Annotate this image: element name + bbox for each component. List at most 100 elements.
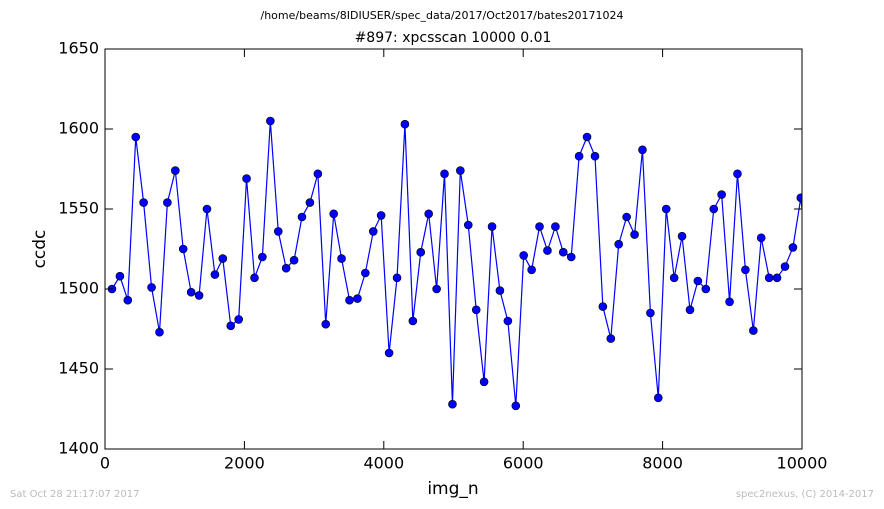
data-point: [487, 222, 497, 231]
data-point: [733, 169, 742, 179]
y-tick-label: 1600: [58, 119, 99, 138]
data-point: [281, 263, 291, 273]
data-point: [368, 227, 378, 236]
x-tick-label: 2000: [224, 454, 265, 473]
data-point: [345, 295, 354, 305]
data-point: [242, 174, 251, 183]
axes-frame: [104, 48, 803, 450]
data-point: [186, 287, 196, 297]
footer-left: Sat Oct 28 21:17:07 2017: [10, 489, 140, 500]
data-point: [384, 348, 394, 358]
chart-title: #897: xpcsscan 10000 0.01: [355, 30, 552, 46]
data-point: [646, 308, 655, 318]
data-point: [582, 132, 592, 142]
data-point: [115, 271, 125, 281]
data-point: [194, 291, 204, 300]
data-point: [756, 233, 766, 243]
x-axis-label: img_n: [427, 479, 478, 499]
data-point: [202, 204, 212, 214]
data-point: [416, 247, 426, 257]
data-point: [266, 116, 275, 126]
data-point: [638, 145, 647, 155]
data-point: [677, 231, 687, 241]
footer-right: spec2nexus, (C) 2014-2017: [736, 489, 874, 500]
x-tick-label: 6000: [503, 454, 544, 473]
data-point: [329, 209, 338, 219]
data-point: [250, 273, 259, 283]
data-point: [218, 254, 228, 263]
data-point: [661, 204, 671, 214]
data-point: [361, 268, 370, 278]
data-point: [424, 209, 433, 219]
data-point: [764, 273, 774, 283]
data-point: [448, 399, 457, 409]
data-point: [155, 327, 164, 337]
data-point: [725, 297, 734, 307]
data-point: [440, 169, 449, 179]
data-point: [772, 273, 782, 283]
data-point: [741, 265, 750, 275]
data-point: [749, 326, 758, 335]
data-point: [519, 251, 528, 260]
data-point: [614, 239, 623, 249]
data-point: [305, 198, 315, 207]
data-point: [139, 198, 148, 207]
data-point: [432, 284, 441, 294]
data-point: [535, 222, 544, 231]
data-point: [163, 198, 172, 207]
x-tick-label: 4000: [363, 454, 404, 473]
data-point: [147, 283, 156, 292]
data-point: [479, 377, 489, 387]
data-point: [408, 316, 418, 326]
y-tick-label: 1500: [58, 279, 99, 298]
data-point: [226, 321, 236, 331]
suptitle: /home/beams/8IDIUSER/spec_data/2017/Oct2…: [261, 9, 624, 22]
data-point: [400, 119, 410, 129]
data-point: [392, 273, 402, 283]
data-point: [558, 247, 568, 257]
y-tick-label: 1400: [58, 439, 99, 458]
data-point: [178, 244, 188, 254]
y-tick-label: 1650: [58, 39, 99, 58]
data-point: [495, 286, 505, 295]
data-point: [234, 315, 243, 324]
data-point: [796, 193, 802, 203]
data-point: [788, 243, 798, 252]
data-point: [297, 212, 307, 222]
data-point: [123, 295, 133, 305]
x-tick-label: 0: [100, 454, 110, 473]
data-point: [511, 401, 521, 411]
x-tick-label: 10000: [777, 454, 828, 473]
data-point: [709, 204, 719, 214]
data-point: [551, 222, 560, 231]
data-point: [574, 151, 584, 161]
data-point: [376, 211, 386, 220]
data-point: [313, 169, 323, 179]
data-point: [353, 294, 362, 303]
data-point: [543, 246, 552, 255]
data-point: [653, 393, 663, 403]
data-point: [210, 270, 220, 279]
data-point: [566, 252, 576, 262]
data-point: [273, 227, 283, 236]
y-axis-label: ccdc: [30, 230, 50, 269]
data-point: [337, 254, 346, 263]
data-point: [669, 273, 679, 283]
data-point: [456, 166, 465, 175]
data-point: [606, 334, 616, 343]
data-point: [590, 151, 600, 161]
data-point: [630, 230, 639, 239]
plot-area: [107, 116, 802, 411]
data-point: [321, 319, 331, 329]
data-point: [471, 305, 481, 315]
data-point: [463, 220, 473, 230]
data-point: [693, 276, 703, 286]
data-point: [527, 265, 536, 275]
data-point: [503, 316, 513, 326]
data-point: [717, 190, 726, 199]
data-point: [701, 284, 711, 294]
y-tick-label: 1450: [58, 359, 99, 378]
data-point: [685, 305, 695, 315]
